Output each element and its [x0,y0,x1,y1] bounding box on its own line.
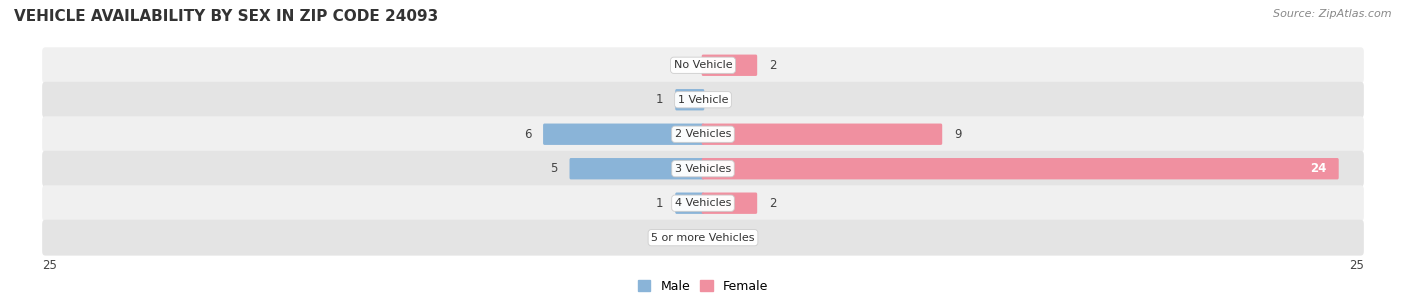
Text: 5: 5 [550,162,558,175]
FancyBboxPatch shape [42,151,1364,187]
FancyBboxPatch shape [702,192,758,214]
Text: 1: 1 [655,93,664,106]
Text: VEHICLE AVAILABILITY BY SEX IN ZIP CODE 24093: VEHICLE AVAILABILITY BY SEX IN ZIP CODE … [14,9,439,24]
FancyBboxPatch shape [702,54,758,76]
Text: Source: ZipAtlas.com: Source: ZipAtlas.com [1274,9,1392,19]
Text: 24: 24 [1310,162,1327,175]
Text: 3 Vehicles: 3 Vehicles [675,164,731,174]
FancyBboxPatch shape [543,124,704,145]
Text: 0: 0 [716,93,724,106]
Text: 9: 9 [955,128,962,141]
FancyBboxPatch shape [42,82,1364,118]
FancyBboxPatch shape [702,158,1339,179]
Text: 5 or more Vehicles: 5 or more Vehicles [651,233,755,243]
Text: 2: 2 [769,197,776,210]
Legend: Male, Female: Male, Female [638,280,768,293]
Text: 1 Vehicle: 1 Vehicle [678,95,728,105]
Text: 0: 0 [682,59,690,72]
Text: 25: 25 [1348,259,1364,272]
Text: No Vehicle: No Vehicle [673,60,733,70]
Text: 2: 2 [769,59,776,72]
Text: 0: 0 [682,231,690,244]
FancyBboxPatch shape [675,89,704,110]
Text: 2 Vehicles: 2 Vehicles [675,129,731,139]
Text: 4 Vehicles: 4 Vehicles [675,198,731,208]
FancyBboxPatch shape [42,47,1364,83]
FancyBboxPatch shape [42,116,1364,152]
FancyBboxPatch shape [42,220,1364,256]
FancyBboxPatch shape [569,158,704,179]
Text: 25: 25 [42,259,58,272]
Text: 0: 0 [716,231,724,244]
FancyBboxPatch shape [675,192,704,214]
Text: 6: 6 [523,128,531,141]
FancyBboxPatch shape [702,124,942,145]
Text: 1: 1 [655,197,664,210]
FancyBboxPatch shape [42,185,1364,221]
